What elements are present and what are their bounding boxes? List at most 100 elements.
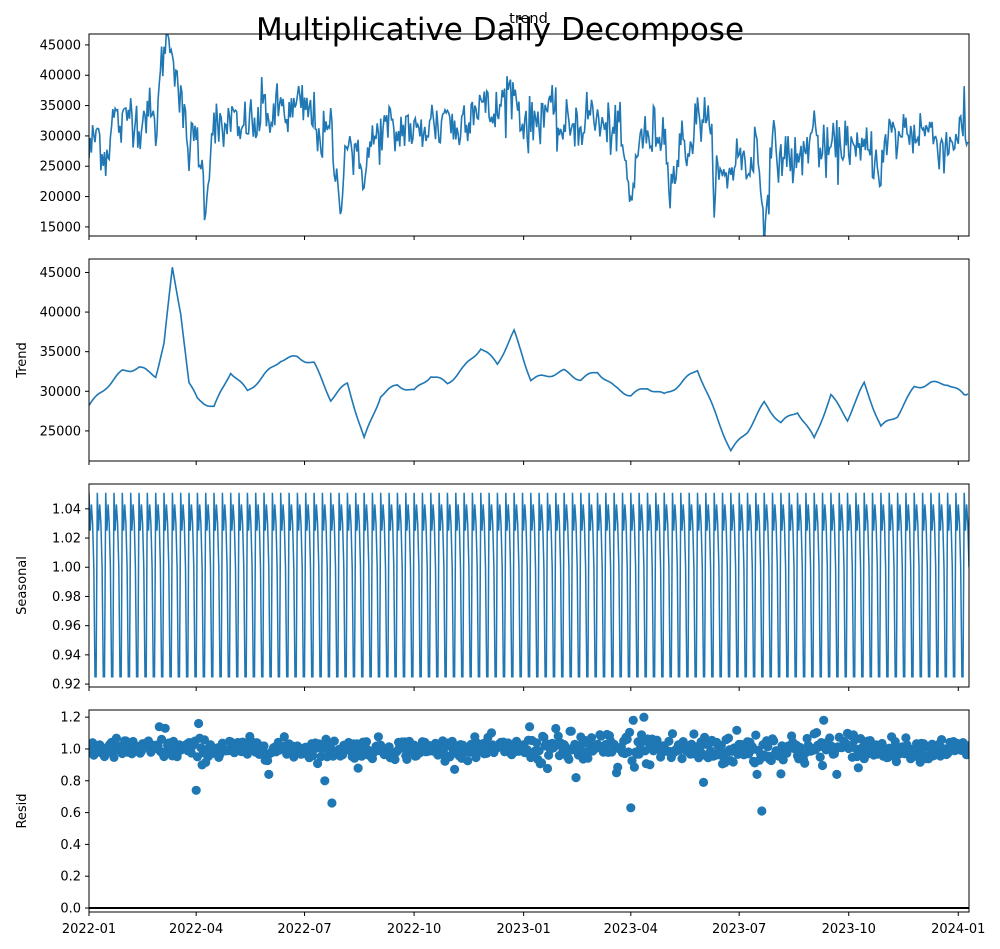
y-tick-label: 15000 [40,220,81,235]
resid-point [832,769,842,780]
y-tick-label: 35000 [40,99,81,114]
resid-point [553,731,563,741]
y-tick-label: 45000 [40,38,81,53]
resid-point [613,762,623,772]
resid-point [763,742,773,752]
y-tick-label: 0.4 [60,838,81,853]
resid-point [751,730,761,740]
resid-point [229,748,239,758]
y-tick-label: 0.6 [60,806,81,821]
x-tick-label: 2023-10 [822,922,876,937]
resid-point [825,733,835,743]
observed-plot-area [89,34,969,236]
resid-point [626,803,636,813]
y-tick-label: 1.04 [52,502,81,517]
resid-point [819,715,829,725]
resid-point [361,737,372,747]
resid-point [109,752,119,763]
resid-point [628,715,638,725]
resid-point [373,732,383,742]
x-tick-label: 2023-07 [712,922,766,937]
resid-point [963,741,969,751]
y-tick-label: 0.8 [60,774,81,789]
resid-point [800,758,810,768]
resid-point [320,776,330,786]
panel-seasonal: 0.92 0.94 0.96 0.98 1.00 1.02 1.04 Seasonal [15,483,970,693]
resid-point [564,754,574,765]
resid-point [532,738,542,748]
resid-point [623,747,634,757]
resid-point [856,734,866,744]
resid-point [353,763,363,773]
resid-point [308,751,318,761]
resid-point [536,758,547,768]
resid-point [812,728,822,738]
figure-title: Multiplicative Daily Decompose [255,12,745,48]
x-tick-label: 2023-01 [496,922,550,937]
resid-plot-area [89,712,969,910]
y-tick-label: 0.2 [60,870,81,885]
x-tick-label: 2022-10 [387,922,441,937]
x-tick-label: 2023-04 [604,922,658,937]
resid-point [157,734,167,745]
resid-point [402,754,412,765]
resid-point [542,763,553,774]
trend-series-line [89,267,969,453]
resid-point [560,741,570,752]
resid-point [645,760,655,770]
resid-point [901,733,911,743]
y-tick-label: 1.2 [60,711,81,726]
x-tick-label: 2022-01 [62,922,116,937]
trend-plot-area [89,267,969,453]
resid-point [525,722,535,732]
resid-point [937,735,947,745]
resid-point [664,736,674,746]
y-tick-label: 0.98 [52,590,81,605]
x-tick-label: 2022-04 [169,922,223,937]
resid-point [776,769,786,779]
resid-point [111,733,121,743]
y-tick-label: 30000 [40,129,81,144]
resid-point [259,741,269,751]
seasonal-y-axis-label: Seasonal [15,556,30,615]
observed-axes-frame [88,33,970,237]
resid-point [583,753,593,763]
resid-point [264,769,274,780]
top-panel-title: trend [509,11,548,27]
y-tick-label: 25000 [40,160,81,175]
resid-point [327,798,337,808]
x-tick-label: 2024-01 [931,922,985,937]
resid-point [752,769,762,780]
trend-axes-frame [88,258,970,462]
resid-point [877,738,887,749]
y-tick-label: 1.0 [60,742,81,757]
resid-y-axis-label: Resid [15,793,30,828]
resid-point [566,726,576,736]
resid-point [571,773,581,783]
resid-point [962,750,969,760]
resid-point [667,729,678,739]
y-tick-label: 40000 [40,69,81,84]
resid-point [639,712,649,722]
resid-point [817,760,828,771]
resid-point [728,757,738,767]
resid-point [551,723,561,734]
resid-point [625,727,635,738]
y-tick-label: 30000 [40,385,81,400]
resid-point [450,764,460,775]
y-tick-label: 0.0 [60,902,81,917]
resid-point [329,736,339,746]
resid-point [586,733,597,743]
y-tick-label: 1.02 [52,532,81,547]
y-tick-label: 20000 [40,190,81,205]
y-tick-label: 0.92 [52,678,81,693]
seasonal-axes-frame [88,483,970,688]
resid-point [769,736,779,746]
panel-trend: 25000 30000 35000 40000 45000 Trend [15,258,970,465]
y-tick-label: 0.94 [52,648,81,663]
trend-y-axis-label: Trend [15,342,30,379]
y-tick-label: 40000 [40,306,81,321]
resid-point [194,718,204,729]
resid-point [802,733,812,744]
resid-point [629,762,640,772]
